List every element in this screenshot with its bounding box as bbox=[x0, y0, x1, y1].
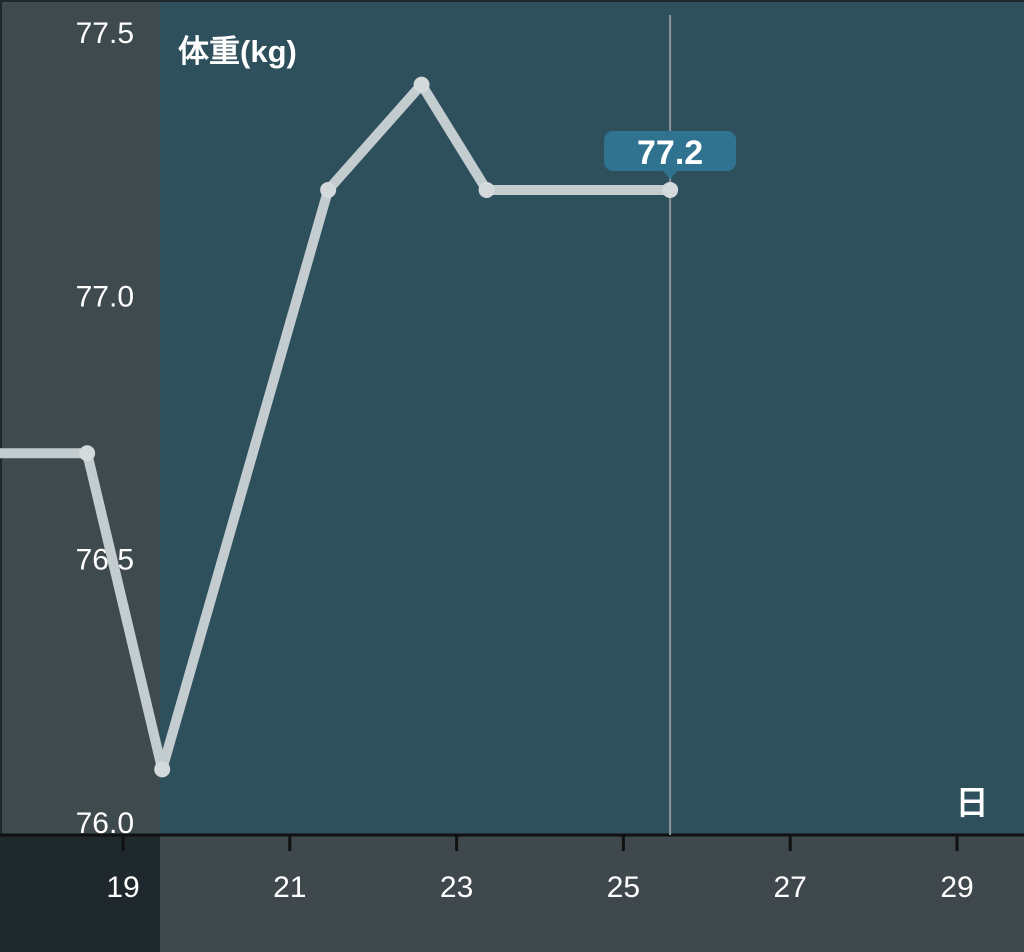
y-tick-label: 76.0 bbox=[76, 807, 134, 840]
x-tick-label: 23 bbox=[440, 871, 473, 904]
data-point[interactable] bbox=[662, 181, 679, 198]
value-tooltip: 77.2 bbox=[604, 131, 737, 179]
tooltip-value: 77.2 bbox=[637, 134, 703, 172]
x-axis-background bbox=[0, 835, 1024, 952]
y-axis-title: 体重(kg) bbox=[178, 34, 297, 69]
plot-background bbox=[160, 0, 1024, 835]
tooltip-bubble bbox=[604, 131, 737, 171]
data-point[interactable] bbox=[154, 761, 171, 778]
x-tick-label: 29 bbox=[940, 871, 973, 904]
x-axis-title: 日 bbox=[956, 784, 989, 821]
y-tick-label: 77.5 bbox=[76, 17, 134, 50]
data-point[interactable] bbox=[478, 181, 495, 198]
x-tick-label: 27 bbox=[774, 871, 807, 904]
data-point[interactable] bbox=[79, 445, 96, 462]
x-tick-label: 25 bbox=[607, 871, 640, 904]
data-point[interactable] bbox=[320, 181, 337, 198]
x-tick-label: 21 bbox=[273, 871, 306, 904]
y-axis-background bbox=[0, 0, 160, 835]
tooltip-pointer bbox=[662, 170, 679, 179]
corner-background bbox=[0, 835, 160, 952]
x-tick-label: 19 bbox=[106, 871, 139, 904]
y-tick-label: 77.0 bbox=[76, 280, 134, 313]
data-point[interactable] bbox=[413, 76, 430, 93]
